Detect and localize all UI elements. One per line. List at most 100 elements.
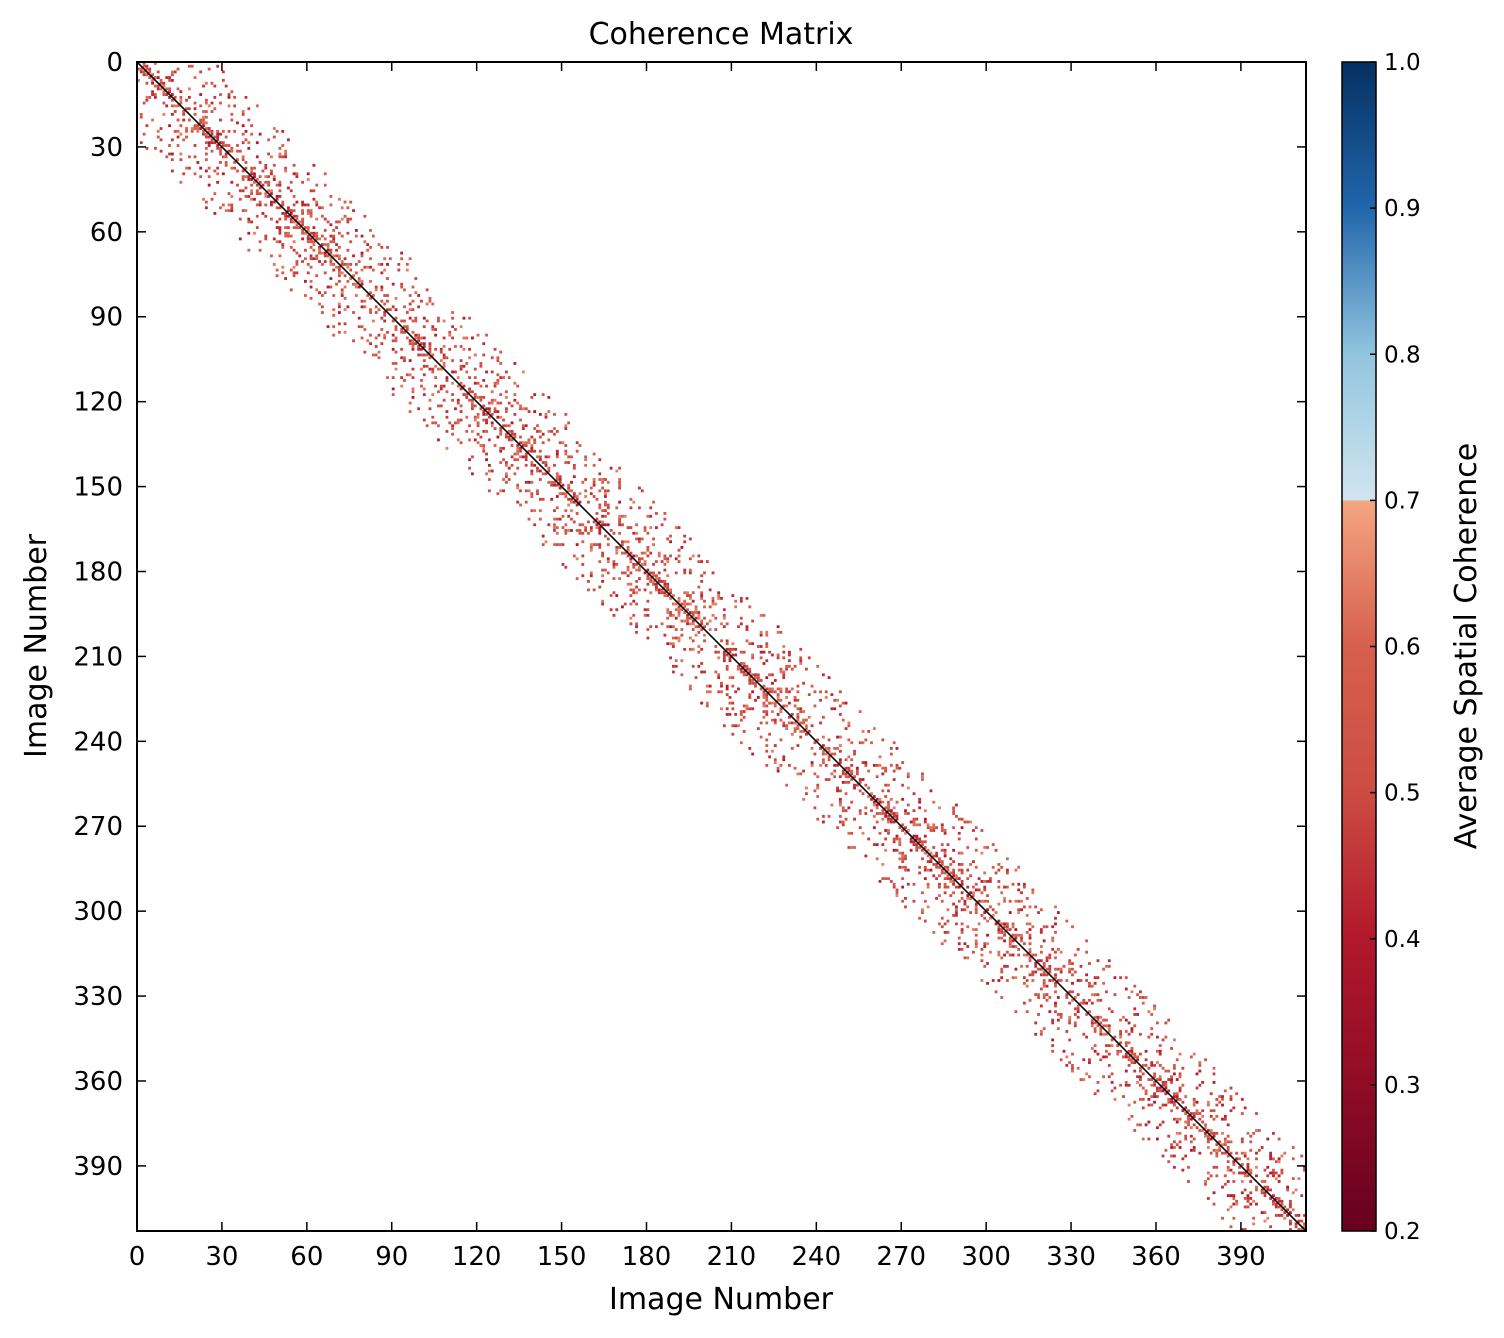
heatmap-cell (986, 846, 989, 849)
heatmap-cell (697, 625, 701, 629)
y-tick-label: 90 (90, 303, 123, 333)
heatmap-cell (337, 279, 341, 283)
heatmap-cell (912, 792, 916, 796)
heatmap-cell (538, 509, 542, 513)
heatmap-cell (473, 381, 477, 385)
heatmap-cell (578, 523, 582, 527)
heatmap-cell (765, 749, 769, 753)
heatmap-cell (504, 390, 508, 394)
heatmap-cell (1204, 1182, 1207, 1186)
heatmap-cell (425, 319, 429, 323)
heatmap-cell (728, 696, 732, 699)
heatmap-cell (219, 93, 222, 96)
heatmap-cell (1000, 928, 1004, 931)
heatmap-cell (490, 412, 494, 416)
heatmap-cell (1048, 967, 1052, 971)
heatmap-cell (1000, 936, 1004, 940)
heatmap-cell (711, 596, 715, 600)
heatmap-cell (241, 158, 245, 162)
heatmap-cell (369, 245, 372, 249)
heatmap-cell (318, 251, 321, 255)
heatmap-cell (844, 727, 848, 730)
heatmap-cell (1093, 1044, 1097, 1048)
heatmap-cell (1170, 1097, 1173, 1101)
heatmap-cell (1223, 1182, 1227, 1186)
heatmap-cell (1133, 1061, 1137, 1064)
heatmap-cell (204, 110, 208, 113)
heatmap-cell (1062, 1049, 1066, 1053)
heatmap-cell (538, 517, 542, 521)
heatmap-cell (320, 294, 324, 297)
heatmap-cell (621, 543, 624, 547)
heatmap-cell (751, 619, 755, 623)
heatmap-cell (912, 899, 916, 903)
heatmap-cell (649, 506, 653, 510)
heatmap-cell (957, 942, 961, 946)
heatmap-cell (1155, 1021, 1159, 1025)
heatmap-cell (1263, 1168, 1267, 1172)
heatmap-cell (1031, 979, 1035, 982)
heatmap-cell (821, 758, 825, 762)
heatmap-cell (751, 673, 755, 677)
heatmap-cell (1130, 1061, 1134, 1064)
heatmap-cell (663, 582, 667, 586)
heatmap-cell (881, 843, 885, 847)
heatmap-cell (1000, 996, 1004, 999)
heatmap-cell (1051, 1049, 1055, 1053)
heatmap-cell (1028, 947, 1032, 951)
heatmap-cell (547, 429, 551, 433)
heatmap-cell (714, 616, 718, 620)
heatmap-cell (782, 758, 786, 762)
heatmap-cell (459, 410, 463, 413)
heatmap-cell (759, 645, 763, 648)
heatmap-cell (1034, 1032, 1038, 1036)
heatmap-cell (1269, 1151, 1273, 1155)
heatmap-cell (411, 390, 415, 394)
heatmap-cell (663, 563, 667, 566)
y-tick-label: 210 (73, 642, 123, 672)
heatmap-cell (765, 763, 769, 767)
heatmap-cell (932, 823, 936, 827)
heatmap-cell (304, 226, 307, 229)
y-axis-title: Image Number (19, 533, 54, 758)
heatmap-cell (499, 376, 503, 380)
heatmap-cell (765, 659, 769, 663)
heatmap-cell (657, 588, 661, 592)
heatmap-cell (567, 489, 571, 493)
heatmap-cell (1014, 976, 1018, 980)
heatmap-cell (329, 234, 333, 238)
heatmap-cell (708, 690, 712, 694)
heatmap-cell (1056, 947, 1060, 951)
heatmap-cell (584, 458, 588, 462)
heatmap-cell (737, 625, 740, 629)
heatmap-cell (872, 795, 876, 798)
heatmap-cell (292, 163, 296, 167)
heatmap-cell (219, 149, 222, 153)
heatmap-cell (1059, 1058, 1063, 1062)
heatmap-cell (499, 461, 503, 464)
heatmap-cell (493, 410, 497, 413)
heatmap-cell (725, 664, 729, 668)
heatmap-cell (454, 407, 457, 411)
heatmap-cell (570, 497, 573, 501)
heatmap-cell (516, 452, 520, 456)
heatmap-cell (1158, 1086, 1162, 1090)
heatmap-cell (807, 715, 811, 719)
heatmap-cell (972, 894, 975, 897)
heatmap-cell (332, 294, 336, 297)
heatmap-cell (768, 732, 772, 736)
heatmap-cell (1223, 1174, 1227, 1178)
heatmap-cell (306, 240, 310, 244)
heatmap-cell (1246, 1165, 1250, 1169)
heatmap-cell (417, 333, 421, 337)
heatmap-cell (821, 715, 825, 719)
heatmap-cell (1286, 1188, 1290, 1192)
heatmap-cell (1158, 1078, 1162, 1081)
heatmap-cell (1105, 1044, 1108, 1048)
heatmap-cell (1073, 996, 1077, 999)
heatmap-cell (1187, 1123, 1190, 1127)
heatmap-cell (516, 446, 520, 450)
heatmap-cell (564, 509, 568, 513)
heatmap-cell (1130, 1049, 1134, 1053)
